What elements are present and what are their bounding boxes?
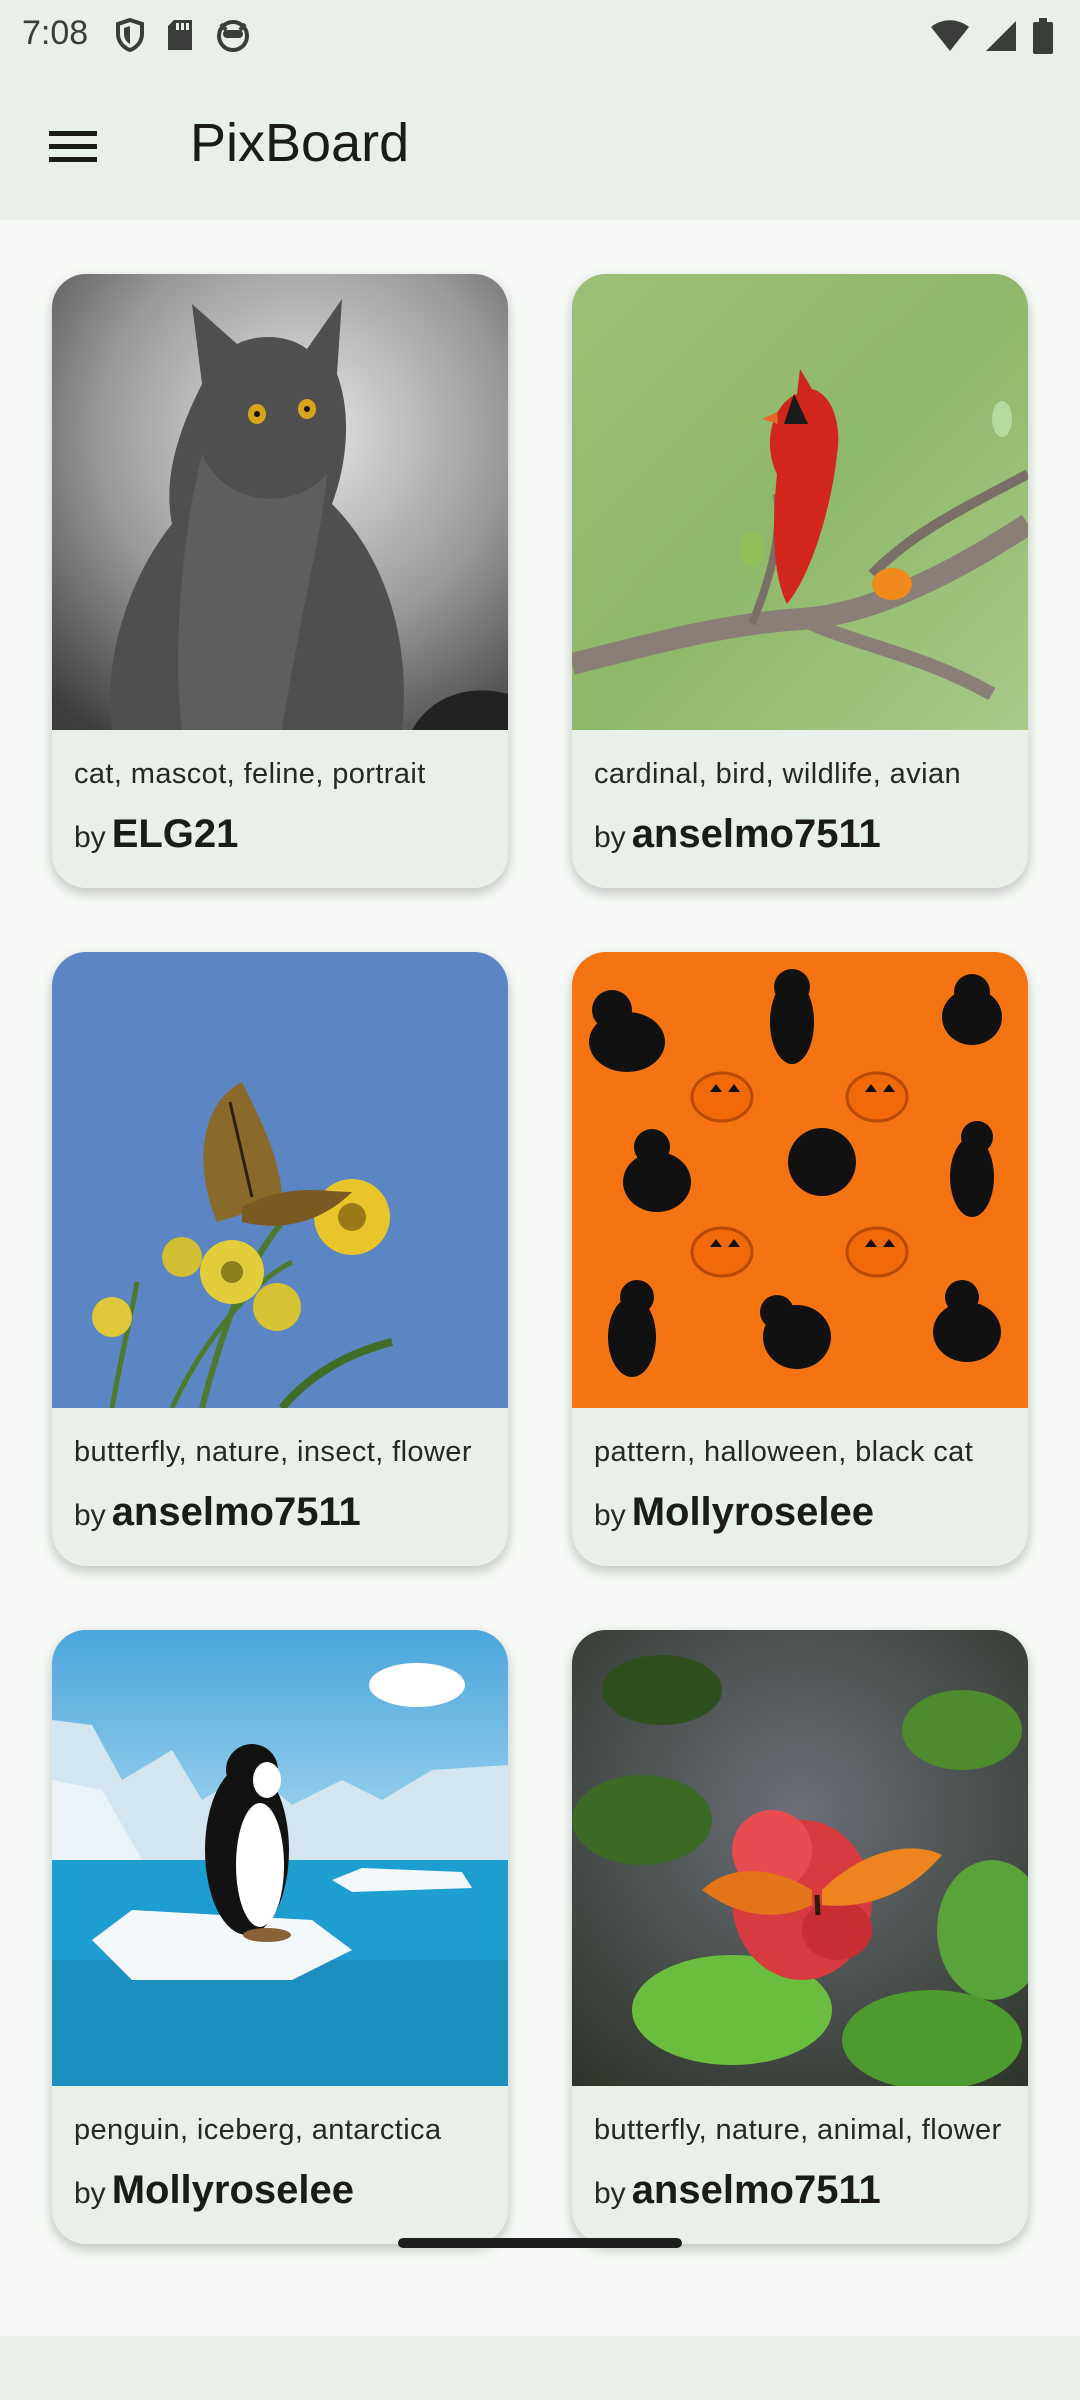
author-name: anselmo7511 xyxy=(631,2168,881,2212)
card-author: by anselmo7511 xyxy=(74,1490,361,1535)
status-time: 7:08 xyxy=(22,14,89,52)
image-card[interactable]: butterfly, nature, animal, flower by anse… xyxy=(572,1630,1028,2244)
by-label: by xyxy=(74,1499,106,1532)
card-author: by Mollyroselee xyxy=(74,2168,354,2213)
card-author: by anselmo7511 xyxy=(594,2168,881,2213)
face-icon xyxy=(217,20,249,52)
status-icons-right xyxy=(930,18,1054,54)
card-image xyxy=(572,952,1028,1408)
card-tags: butterfly, nature, animal, flower xyxy=(594,2114,1002,2146)
navigation-bar xyxy=(0,2336,1080,2400)
card-author: by Mollyroselee xyxy=(594,1490,874,1535)
author-name: anselmo7511 xyxy=(111,1490,361,1534)
by-label: by xyxy=(594,2177,626,2210)
sd-card-icon xyxy=(168,20,192,50)
image-card[interactable]: pattern, halloween, black cat by Mollyros… xyxy=(572,952,1028,1566)
by-label: by xyxy=(594,1499,626,1532)
app-bar: PixBoard xyxy=(0,72,1080,220)
image-card[interactable]: penguin, iceberg, antarctica by Mollyrose… xyxy=(52,1630,508,2244)
signal-icon xyxy=(986,21,1016,51)
author-name: Mollyroselee xyxy=(631,1490,875,1534)
status-bar: 7:08 xyxy=(0,0,1080,72)
status-icons-left xyxy=(116,18,250,52)
card-image xyxy=(572,1630,1028,2086)
image-card[interactable]: butterfly, nature, insect, flower by anse… xyxy=(52,952,508,1566)
app-title: PixBoard xyxy=(190,113,410,173)
hamburger-menu-icon xyxy=(49,131,97,162)
battery-icon xyxy=(1033,18,1053,54)
card-tags: butterfly, nature, insect, flower xyxy=(74,1436,472,1468)
image-card[interactable]: cat, mascot, feline, portrait by ELG21 xyxy=(52,274,508,888)
image-grid: cat, mascot, feline, portrait by ELG21 xyxy=(52,274,1028,2244)
home-indicator[interactable] xyxy=(398,2238,682,2248)
by-label: by xyxy=(594,821,626,854)
card-author: by anselmo7511 xyxy=(594,812,881,857)
image-card[interactable]: cardinal, bird, wildlife, avian by anselm… xyxy=(572,274,1028,888)
shield-icon xyxy=(116,18,144,52)
menu-button[interactable] xyxy=(30,112,116,180)
card-author: by ELG21 xyxy=(74,812,238,857)
card-image xyxy=(52,1630,508,2086)
by-label: by xyxy=(74,821,106,854)
card-image xyxy=(52,274,508,730)
card-image xyxy=(572,274,1028,730)
card-tags: cat, mascot, feline, portrait xyxy=(74,758,426,790)
card-tags: pattern, halloween, black cat xyxy=(594,1436,974,1468)
by-label: by xyxy=(74,2177,106,2210)
card-tags: penguin, iceberg, antarctica xyxy=(74,2114,442,2146)
author-name: Mollyroselee xyxy=(111,2168,355,2212)
author-name: anselmo7511 xyxy=(631,812,881,856)
author-name: ELG21 xyxy=(111,812,239,856)
wifi-icon xyxy=(931,20,969,51)
card-tags: cardinal, bird, wildlife, avian xyxy=(594,758,962,790)
card-image xyxy=(52,952,508,1408)
